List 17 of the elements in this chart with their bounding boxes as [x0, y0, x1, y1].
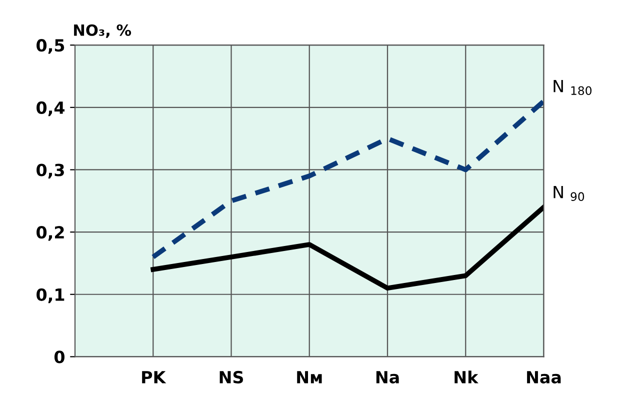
line-series [150, 204, 544, 291]
y-tick-label: 0,1 [36, 288, 64, 304]
y-axis-title: NO₃, % [74, 24, 132, 38]
y-tick-label: 0,3 [36, 164, 64, 178]
line-series [150, 98, 544, 260]
x-tick-label: Nм [297, 371, 322, 384]
x-tick-label: NS [220, 370, 244, 384]
series-label: N $_{90}$ [554, 186, 584, 201]
series-label: N $_{180}$ [554, 80, 592, 96]
x-tick-label: Na [376, 371, 399, 384]
x-tick-label: Nk [454, 370, 478, 384]
y-tick-label: 0,2 [36, 226, 64, 241]
x-tick-label: PK [142, 371, 166, 384]
y-tick-label: 0,5 [36, 39, 64, 54]
y-tick-label: 0 [54, 350, 64, 364]
y-tick-label: 0,4 [36, 101, 65, 116]
x-tick-label: Naa [527, 371, 561, 384]
